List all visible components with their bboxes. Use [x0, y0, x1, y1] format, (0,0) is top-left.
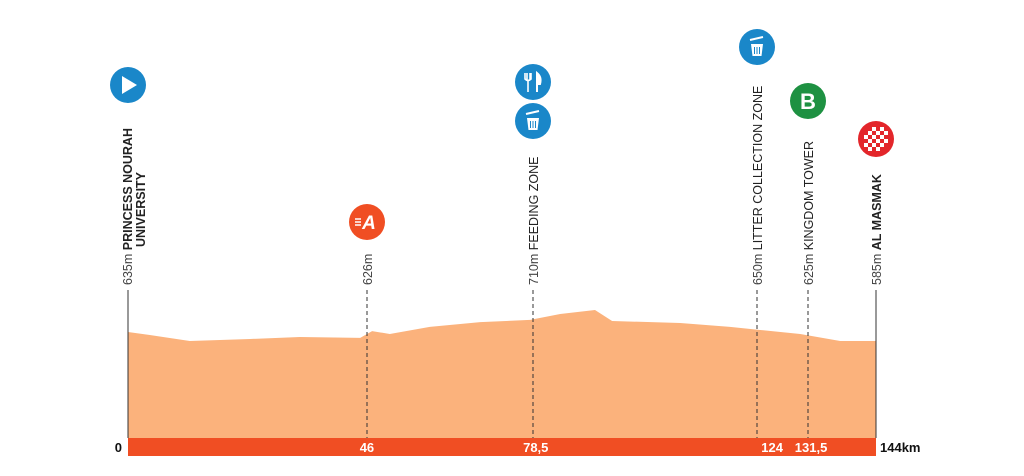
distance-bar: [128, 438, 876, 456]
checker-square: [880, 143, 884, 147]
marker-name-line2: UNIVERSITY: [134, 171, 148, 247]
marker-name: PRINCESS NOURAH: [121, 128, 135, 250]
marker-name: FEEDING ZONE: [527, 156, 541, 250]
icon-circle: [515, 64, 551, 100]
start-icon: [110, 67, 146, 103]
checker-square: [884, 139, 888, 143]
checker-square: [876, 131, 880, 135]
bin-lid: [525, 110, 540, 115]
checker-square: [864, 143, 868, 147]
checker-square: [868, 131, 872, 135]
checker-square: [868, 139, 872, 143]
marker-name: LITTER COLLECTION ZONE: [751, 86, 765, 251]
sprint-letter: B: [800, 89, 816, 114]
marker-label: 635m PRINCESS NOURAH: [121, 128, 135, 285]
checker-square: [884, 131, 888, 135]
marker-label: 626m: [361, 254, 375, 285]
checker-square: [872, 143, 876, 147]
marker-elevation: 585m: [870, 250, 884, 285]
feeding-icon: [515, 64, 551, 100]
intermediate-sprint-a-icon: A: [349, 204, 385, 240]
checker-square: [872, 135, 876, 139]
distance-tick-label: 131,5: [795, 440, 828, 455]
checker-square: [876, 139, 880, 143]
distance-tick-label: 46: [360, 440, 374, 455]
marker-label: 710m FEEDING ZONE: [527, 156, 541, 285]
marker-elevation: 626m: [361, 254, 375, 285]
play-triangle: [122, 76, 137, 94]
distance-tick-label: 78,5: [523, 440, 548, 455]
checker-square: [880, 127, 884, 131]
checker-square: [876, 147, 880, 151]
knife: [536, 70, 542, 92]
marker-elevation: 650m: [751, 250, 765, 285]
distance-tick-label: 144km: [880, 440, 920, 455]
marker-label: 585m AL MASMAK: [870, 174, 884, 285]
icon-circle: [790, 83, 826, 119]
marker-elevation: 635m: [121, 250, 135, 285]
checker-square: [868, 147, 872, 151]
finish-icon: [858, 121, 894, 157]
sprint-letter: A: [361, 213, 376, 234]
marker-label: 650m LITTER COLLECTION ZONE: [751, 86, 765, 285]
icon-circle: [349, 204, 385, 240]
checker-square: [872, 127, 876, 131]
intermediate-sprint-b-icon: B: [790, 83, 826, 119]
marker-elevation: 625m: [802, 250, 816, 285]
litter-icon: [739, 29, 775, 65]
checker-square: [880, 135, 884, 139]
marker-elevation: 710m: [527, 250, 541, 285]
litter-icon: [515, 103, 551, 139]
elevation-profile-area: [128, 310, 876, 438]
bin-lid: [749, 36, 764, 41]
marker-name: AL MASMAK: [870, 174, 884, 250]
distance-tick-label: 0: [115, 440, 122, 455]
fork: [524, 73, 532, 92]
marker-name: KINGDOM TOWER: [802, 141, 816, 250]
distance-tick-label: 124: [761, 440, 783, 455]
checker-square: [864, 135, 868, 139]
marker-label: 625m KINGDOM TOWER: [802, 141, 816, 285]
